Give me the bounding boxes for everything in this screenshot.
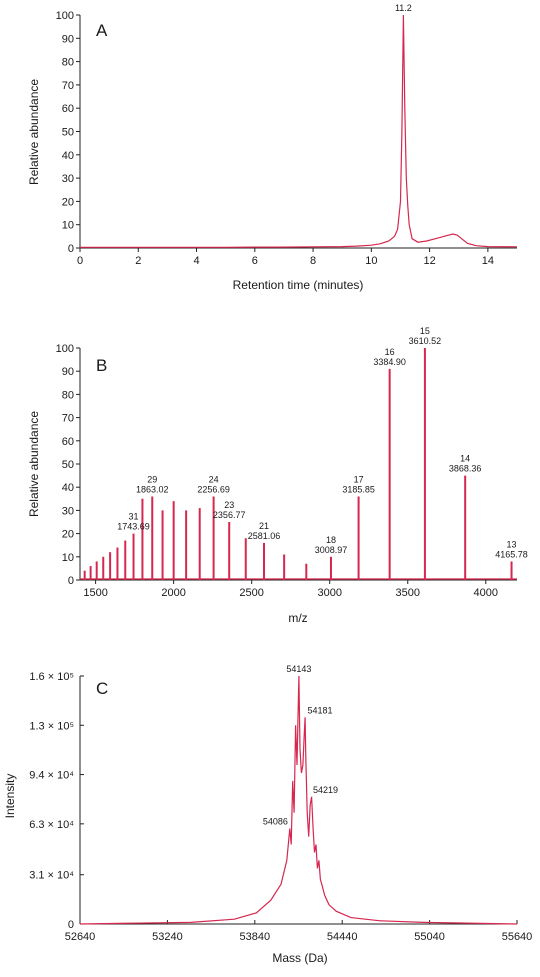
panel-b-xtick-label: 2500 bbox=[239, 587, 263, 599]
panel-a-xtick-label: 6 bbox=[252, 255, 258, 267]
panel-c-xtick-label: 52640 bbox=[65, 931, 96, 943]
panel-b-peak-label: 31 bbox=[129, 512, 139, 522]
panel-b-peak-label: 16 bbox=[385, 347, 395, 357]
panel-c-ytick-label: 1.6 × 10⁵ bbox=[29, 671, 74, 683]
panel-b-xtick-label: 4000 bbox=[474, 587, 498, 599]
panel-b-ytick-label: 90 bbox=[62, 366, 74, 378]
panel-c-xtick-label: 53240 bbox=[152, 931, 183, 943]
panel-b-peak-label: 24 bbox=[209, 474, 219, 484]
panel-a-ytick-label: 60 bbox=[62, 103, 74, 115]
panel-b-peak-label: 3008.97 bbox=[315, 545, 348, 555]
panel-b-peak-label: 3868.36 bbox=[449, 464, 482, 474]
panel-b-xtick-label: 3000 bbox=[317, 587, 341, 599]
panel-a-ytick-label: 50 bbox=[62, 127, 74, 139]
panel-a-ylabel: Relative abundance bbox=[27, 79, 41, 185]
panel-b-ytick-label: 80 bbox=[62, 389, 74, 401]
panel-c-peak-label: 54181 bbox=[307, 705, 332, 715]
panel-a-ytick-label: 80 bbox=[62, 57, 74, 69]
panel-b-peak-label: 15 bbox=[420, 326, 430, 336]
panel-a: A Retention time (minutes) Relative abun… bbox=[27, 3, 518, 292]
panel-b-peak-label: 17 bbox=[354, 474, 364, 484]
panel-a-ytick-label: 30 bbox=[62, 173, 74, 185]
panel-b-ytick-label: 30 bbox=[62, 505, 74, 517]
panel-b-ytick-label: 0 bbox=[68, 575, 74, 587]
panel-b-peak-label: 1863.02 bbox=[136, 484, 169, 494]
panel-c-peak-label: 54219 bbox=[313, 785, 338, 795]
panel-b-xtick-label: 3500 bbox=[396, 587, 420, 599]
panel-c-xtick-label: 55040 bbox=[414, 931, 445, 943]
panel-a-ytick-label: 70 bbox=[62, 80, 74, 92]
panel-a-ytick-label: 90 bbox=[62, 33, 74, 45]
panel-a-ytick-label: 20 bbox=[62, 196, 74, 208]
panel-b-xlabel: m/z bbox=[288, 611, 307, 625]
panel-b-ytick-label: 40 bbox=[62, 482, 74, 494]
panel-a-letter: A bbox=[96, 21, 108, 40]
panel-a-xtick-label: 2 bbox=[135, 255, 141, 267]
panel-b-peak-label: 4165.78 bbox=[495, 549, 528, 559]
panel-b-peak-label: 18 bbox=[326, 535, 336, 545]
panel-a-ytick-label: 40 bbox=[62, 150, 74, 162]
panel-b-peak-label: 2581.06 bbox=[248, 531, 281, 541]
panel-c-xlabel: Mass (Da) bbox=[272, 951, 327, 965]
panel-c-xtick-label: 53840 bbox=[240, 931, 271, 943]
panel-c-peak-label: 54086 bbox=[263, 817, 288, 827]
panel-b-peak-label: 2256.69 bbox=[197, 484, 230, 494]
panel-a-xtick-label: 14 bbox=[482, 255, 494, 267]
panel-c-trace bbox=[79, 675, 518, 925]
panel-c-ytick-label: 0 bbox=[68, 919, 74, 931]
panel-a-ytick-label: 10 bbox=[62, 220, 74, 232]
panel-a-xtick-label: 0 bbox=[77, 255, 83, 267]
panel-c-ytick-label: 9.4 × 10⁴ bbox=[29, 770, 74, 782]
panel-b-xtick-label: 2000 bbox=[161, 587, 185, 599]
panel-b-peak-label: 13 bbox=[507, 539, 517, 549]
panel-c-peak-label: 54143 bbox=[286, 664, 311, 674]
panel-c-xtick-label: 55640 bbox=[502, 931, 533, 943]
panel-a-xtick-label: 12 bbox=[423, 255, 435, 267]
panel-b-ytick-label: 70 bbox=[62, 413, 74, 425]
panel-c-letter: C bbox=[96, 679, 108, 698]
panel-c-ytick-label: 6.3 × 10⁴ bbox=[29, 819, 74, 831]
panel-a-xtick-label: 4 bbox=[193, 255, 199, 267]
panel-a-trace bbox=[80, 14, 518, 248]
panel-b-peak-label: 23 bbox=[224, 500, 234, 510]
panel-a-xtick-label: 10 bbox=[365, 255, 377, 267]
panel-b-peak-label: 14 bbox=[460, 454, 470, 464]
panel-b-ytick-label: 10 bbox=[62, 552, 74, 564]
panel-c: C Mass (Da) Intensity 0 3.1 × 10⁴ 6.3 × 10… bbox=[3, 664, 532, 965]
panel-b-ylabel: Relative abundance bbox=[27, 411, 41, 517]
panel-a-xlabel: Retention time (minutes) bbox=[233, 278, 364, 292]
panel-b: B m/z Relative abundance 0 10 20 30 40 50 60 70… bbox=[27, 326, 528, 625]
panel-b-peak-label: 29 bbox=[147, 474, 157, 484]
panel-c-ytick-label: 3.1 × 10⁴ bbox=[29, 870, 74, 882]
panel-a-ytick-label: 100 bbox=[56, 10, 74, 22]
panel-c-ylabel: Intensity bbox=[3, 774, 17, 819]
panel-c-xtick-label: 54440 bbox=[327, 931, 358, 943]
panel-b-peak-label: 2356.77 bbox=[213, 510, 246, 520]
panel-b-letter: B bbox=[96, 356, 107, 375]
panel-b-peak-label: 3384.90 bbox=[373, 357, 406, 367]
panel-b-xtick-label: 1500 bbox=[83, 587, 107, 599]
panel-b-peak-label: 3610.52 bbox=[409, 336, 442, 346]
panel-b-peak-label: 3185.85 bbox=[342, 484, 375, 494]
panel-b-ytick-label: 50 bbox=[62, 459, 74, 471]
panel-b-ytick-label: 100 bbox=[56, 343, 74, 355]
panel-b-ytick-label: 60 bbox=[62, 436, 74, 448]
panel-a-peak-label: 11.2 bbox=[395, 3, 412, 13]
panel-b-peak-label: 1743.69 bbox=[117, 522, 150, 532]
panel-b-peak-label: 21 bbox=[259, 521, 269, 531]
panel-c-ytick-label: 1.3 × 10⁵ bbox=[29, 720, 74, 732]
panel-a-ytick-label: 0 bbox=[68, 243, 74, 255]
panel-a-xtick-label: 8 bbox=[310, 255, 316, 267]
panel-b-ytick-label: 20 bbox=[62, 529, 74, 541]
